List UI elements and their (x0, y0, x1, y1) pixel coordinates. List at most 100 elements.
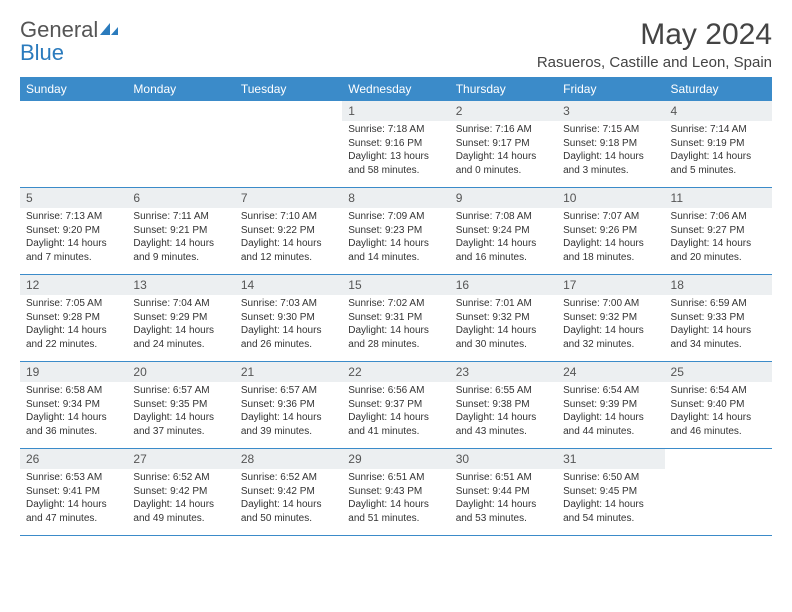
day-number: 10 (557, 188, 664, 208)
sunrise-text: Sunrise: 7:11 AM (133, 210, 228, 224)
sunset-text: Sunset: 9:27 PM (671, 224, 766, 238)
day-body: Sunrise: 6:52 AMSunset: 9:42 PMDaylight:… (235, 471, 342, 529)
day-body: Sunrise: 6:53 AMSunset: 9:41 PMDaylight:… (20, 471, 127, 529)
day-body: Sunrise: 7:02 AMSunset: 9:31 PMDaylight:… (342, 297, 449, 355)
daylight-text: Daylight: 14 hours and 20 minutes. (671, 237, 766, 264)
sunset-text: Sunset: 9:43 PM (348, 485, 443, 499)
day-cell: 4Sunrise: 7:14 AMSunset: 9:19 PMDaylight… (665, 101, 772, 187)
day-body: Sunrise: 6:56 AMSunset: 9:37 PMDaylight:… (342, 384, 449, 442)
day-number: 30 (450, 449, 557, 469)
day-number: 4 (665, 101, 772, 121)
sunrise-text: Sunrise: 7:05 AM (26, 297, 121, 311)
sunset-text: Sunset: 9:44 PM (456, 485, 551, 499)
day-number (127, 101, 234, 121)
sunset-text: Sunset: 9:45 PM (563, 485, 658, 499)
daylight-text: Daylight: 14 hours and 43 minutes. (456, 411, 551, 438)
weeks-container: 1Sunrise: 7:18 AMSunset: 9:16 PMDaylight… (20, 101, 772, 536)
sunset-text: Sunset: 9:42 PM (241, 485, 336, 499)
sunrise-text: Sunrise: 6:54 AM (671, 384, 766, 398)
day-cell: 6Sunrise: 7:11 AMSunset: 9:21 PMDaylight… (127, 188, 234, 274)
day-cell: 16Sunrise: 7:01 AMSunset: 9:32 PMDayligh… (450, 275, 557, 361)
day-number: 24 (557, 362, 664, 382)
day-number: 23 (450, 362, 557, 382)
day-cell: 17Sunrise: 7:00 AMSunset: 9:32 PMDayligh… (557, 275, 664, 361)
day-body: Sunrise: 7:15 AMSunset: 9:18 PMDaylight:… (557, 123, 664, 181)
day-number: 29 (342, 449, 449, 469)
day-cell: 22Sunrise: 6:56 AMSunset: 9:37 PMDayligh… (342, 362, 449, 448)
sunset-text: Sunset: 9:23 PM (348, 224, 443, 238)
sunset-text: Sunset: 9:39 PM (563, 398, 658, 412)
day-cell (665, 449, 772, 535)
sunrise-text: Sunrise: 6:50 AM (563, 471, 658, 485)
day-number: 22 (342, 362, 449, 382)
sunrise-text: Sunrise: 6:52 AM (241, 471, 336, 485)
day-body: Sunrise: 7:09 AMSunset: 9:23 PMDaylight:… (342, 210, 449, 268)
day-body: Sunrise: 7:08 AMSunset: 9:24 PMDaylight:… (450, 210, 557, 268)
location-text: Rasueros, Castille and Leon, Spain (537, 54, 772, 71)
sunrise-text: Sunrise: 7:07 AM (563, 210, 658, 224)
day-body: Sunrise: 6:57 AMSunset: 9:35 PMDaylight:… (127, 384, 234, 442)
daylight-text: Daylight: 14 hours and 51 minutes. (348, 498, 443, 525)
day-cell: 25Sunrise: 6:54 AMSunset: 9:40 PMDayligh… (665, 362, 772, 448)
daylight-text: Daylight: 14 hours and 49 minutes. (133, 498, 228, 525)
day-cell: 3Sunrise: 7:15 AMSunset: 9:18 PMDaylight… (557, 101, 664, 187)
sunset-text: Sunset: 9:28 PM (26, 311, 121, 325)
day-body: Sunrise: 6:58 AMSunset: 9:34 PMDaylight:… (20, 384, 127, 442)
day-number: 17 (557, 275, 664, 295)
day-body: Sunrise: 7:16 AMSunset: 9:17 PMDaylight:… (450, 123, 557, 181)
day-cell: 21Sunrise: 6:57 AMSunset: 9:36 PMDayligh… (235, 362, 342, 448)
daylight-text: Daylight: 14 hours and 53 minutes. (456, 498, 551, 525)
day-number: 1 (342, 101, 449, 121)
daylight-text: Daylight: 14 hours and 36 minutes. (26, 411, 121, 438)
day-number: 12 (20, 275, 127, 295)
day-cell: 20Sunrise: 6:57 AMSunset: 9:35 PMDayligh… (127, 362, 234, 448)
day-number: 26 (20, 449, 127, 469)
page-title: May 2024 (537, 18, 772, 52)
daylight-text: Daylight: 14 hours and 12 minutes. (241, 237, 336, 264)
day-body: Sunrise: 7:11 AMSunset: 9:21 PMDaylight:… (127, 210, 234, 268)
sunrise-text: Sunrise: 6:58 AM (26, 384, 121, 398)
sunrise-text: Sunrise: 6:52 AM (133, 471, 228, 485)
day-cell: 27Sunrise: 6:52 AMSunset: 9:42 PMDayligh… (127, 449, 234, 535)
day-number (20, 101, 127, 121)
daylight-text: Daylight: 14 hours and 0 minutes. (456, 150, 551, 177)
sunset-text: Sunset: 9:19 PM (671, 137, 766, 151)
daylight-text: Daylight: 14 hours and 18 minutes. (563, 237, 658, 264)
sunset-text: Sunset: 9:34 PM (26, 398, 121, 412)
sunrise-text: Sunrise: 6:57 AM (241, 384, 336, 398)
day-cell: 10Sunrise: 7:07 AMSunset: 9:26 PMDayligh… (557, 188, 664, 274)
day-number: 19 (20, 362, 127, 382)
sunrise-text: Sunrise: 7:06 AM (671, 210, 766, 224)
day-cell: 7Sunrise: 7:10 AMSunset: 9:22 PMDaylight… (235, 188, 342, 274)
brand-logo: General Blue (20, 18, 120, 64)
sunset-text: Sunset: 9:33 PM (671, 311, 766, 325)
day-body: Sunrise: 6:59 AMSunset: 9:33 PMDaylight:… (665, 297, 772, 355)
day-body: Sunrise: 7:05 AMSunset: 9:28 PMDaylight:… (20, 297, 127, 355)
day-body: Sunrise: 7:10 AMSunset: 9:22 PMDaylight:… (235, 210, 342, 268)
sunrise-text: Sunrise: 6:59 AM (671, 297, 766, 311)
week-row: 5Sunrise: 7:13 AMSunset: 9:20 PMDaylight… (20, 188, 772, 275)
day-body: Sunrise: 6:54 AMSunset: 9:39 PMDaylight:… (557, 384, 664, 442)
weekday-header: Friday (557, 77, 664, 101)
sunset-text: Sunset: 9:37 PM (348, 398, 443, 412)
daylight-text: Daylight: 14 hours and 37 minutes. (133, 411, 228, 438)
brand-sail-icon (98, 18, 120, 41)
sunset-text: Sunset: 9:42 PM (133, 485, 228, 499)
day-body: Sunrise: 6:57 AMSunset: 9:36 PMDaylight:… (235, 384, 342, 442)
day-body: Sunrise: 7:03 AMSunset: 9:30 PMDaylight:… (235, 297, 342, 355)
day-cell: 8Sunrise: 7:09 AMSunset: 9:23 PMDaylight… (342, 188, 449, 274)
day-number: 28 (235, 449, 342, 469)
day-number: 21 (235, 362, 342, 382)
calendar: Sunday Monday Tuesday Wednesday Thursday… (20, 77, 772, 536)
day-cell: 24Sunrise: 6:54 AMSunset: 9:39 PMDayligh… (557, 362, 664, 448)
day-cell: 14Sunrise: 7:03 AMSunset: 9:30 PMDayligh… (235, 275, 342, 361)
day-body: Sunrise: 6:51 AMSunset: 9:44 PMDaylight:… (450, 471, 557, 529)
daylight-text: Daylight: 13 hours and 58 minutes. (348, 150, 443, 177)
daylight-text: Daylight: 14 hours and 39 minutes. (241, 411, 336, 438)
sunset-text: Sunset: 9:32 PM (563, 311, 658, 325)
daylight-text: Daylight: 14 hours and 14 minutes. (348, 237, 443, 264)
day-body: Sunrise: 7:13 AMSunset: 9:20 PMDaylight:… (20, 210, 127, 268)
sunset-text: Sunset: 9:35 PM (133, 398, 228, 412)
sunrise-text: Sunrise: 7:16 AM (456, 123, 551, 137)
day-body: Sunrise: 7:07 AMSunset: 9:26 PMDaylight:… (557, 210, 664, 268)
